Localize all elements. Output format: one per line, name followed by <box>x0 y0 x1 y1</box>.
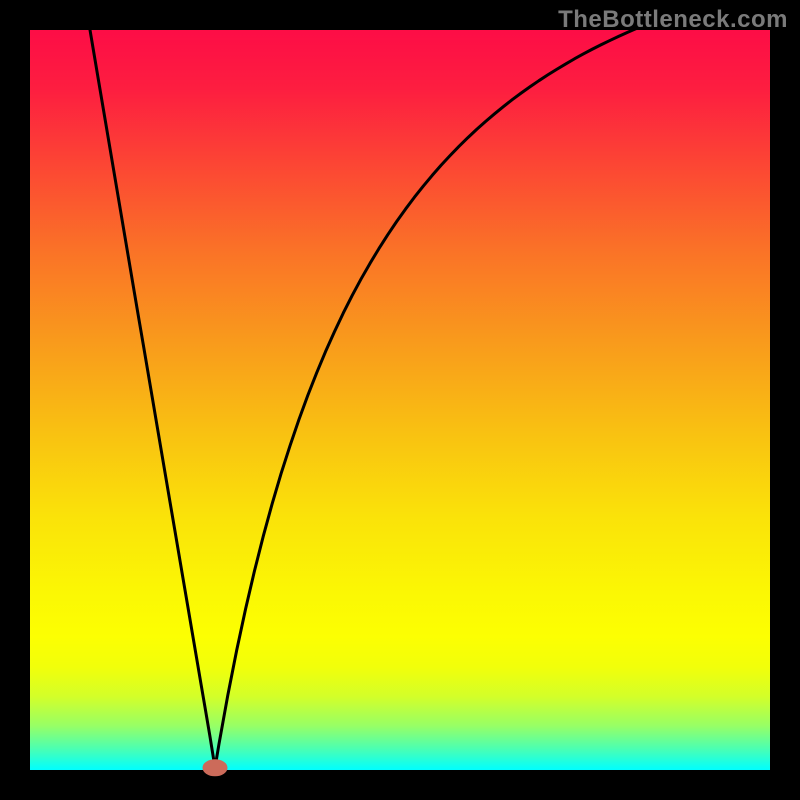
chart-background <box>30 30 770 770</box>
optimum-marker <box>203 760 227 776</box>
chart-svg <box>0 0 800 800</box>
bottleneck-chart: TheBottleneck.com <box>0 0 800 800</box>
